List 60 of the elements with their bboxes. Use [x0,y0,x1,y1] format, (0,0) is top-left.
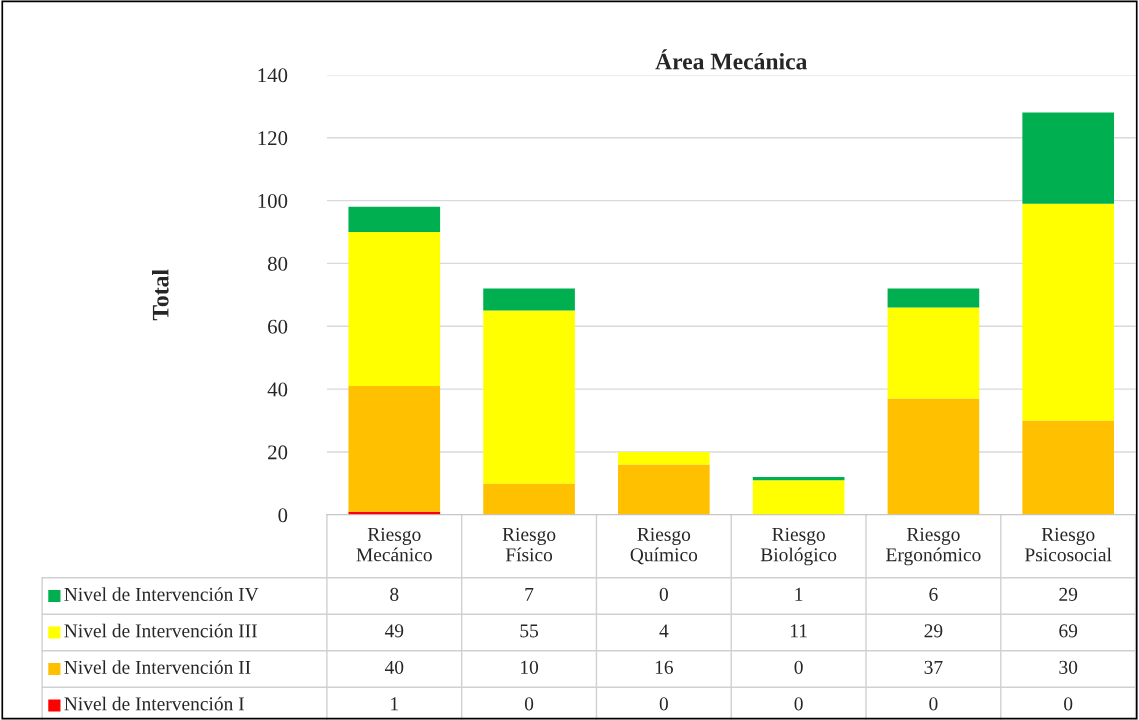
data-label: 69 [1059,624,1078,638]
data-label: 0 [1064,697,1073,711]
bar [752,477,845,481]
bar [887,288,980,308]
data-label: 0 [794,697,803,711]
bar [348,385,441,512]
bar [483,483,575,515]
y-tick-label: 40 [267,382,288,397]
legend-label: Nivel de Intervención III [64,623,257,638]
data-label: 0 [659,587,668,601]
y-tick-label: 100 [258,193,288,208]
bar [1022,203,1115,421]
bar [348,206,441,232]
data-label: 0 [929,697,938,711]
data-label: 16 [655,660,673,674]
bar [887,307,980,399]
data-label: 0 [524,697,534,711]
legend-label: Nivel de Intervención II [64,660,251,674]
data-label: 0 [659,697,668,711]
bar [483,288,575,311]
y-tick-label: 140 [258,68,288,83]
data-label: 29 [924,624,943,638]
data-label: 4 [659,624,669,638]
x-tick-label: Riesgo Mecánico [356,527,432,562]
y-tick-label: 60 [268,319,288,334]
data-label: 37 [924,660,943,674]
x-tick-label: Riesgo Físico [502,527,556,562]
bar [887,398,980,515]
bar [618,464,710,515]
x-tick-label: Riesgo Químico [630,527,698,565]
data-label: 40 [384,660,404,674]
data-label: 0 [794,660,803,674]
data-label: 8 [390,587,399,601]
bar [1022,112,1115,204]
y-tick-label: 20 [268,445,288,460]
legend-label: Nivel de Intervención IV [64,587,259,602]
data-label: 30 [1059,660,1078,674]
data-label: 55 [520,624,539,638]
bar [752,480,845,515]
y-axis-title: Total [152,269,169,321]
bar [618,451,710,465]
bar [483,310,575,484]
bar [1022,420,1115,515]
data-label: 10 [521,660,539,674]
data-label: 1 [795,587,803,601]
y-tick-label: 80 [267,256,288,271]
chart-title: Área Mecánica [655,49,808,70]
data-label: 29 [1059,587,1078,601]
legend-label: Nivel de Intervención I [64,696,244,711]
data-label: 49 [384,624,404,638]
x-tick-label: Riesgo Biológico [760,527,837,566]
x-tick-label: Riesgo Ergonómico [886,527,981,566]
y-tick-label: 120 [258,131,288,146]
x-tick-label: Riesgo Psicosocial [1025,527,1112,562]
data-label: 6 [929,587,938,601]
bar [348,231,441,386]
data-label: 7 [525,587,534,601]
y-tick-label: 0 [278,508,288,523]
data-label: 11 [790,624,807,638]
data-label: 1 [391,697,398,711]
